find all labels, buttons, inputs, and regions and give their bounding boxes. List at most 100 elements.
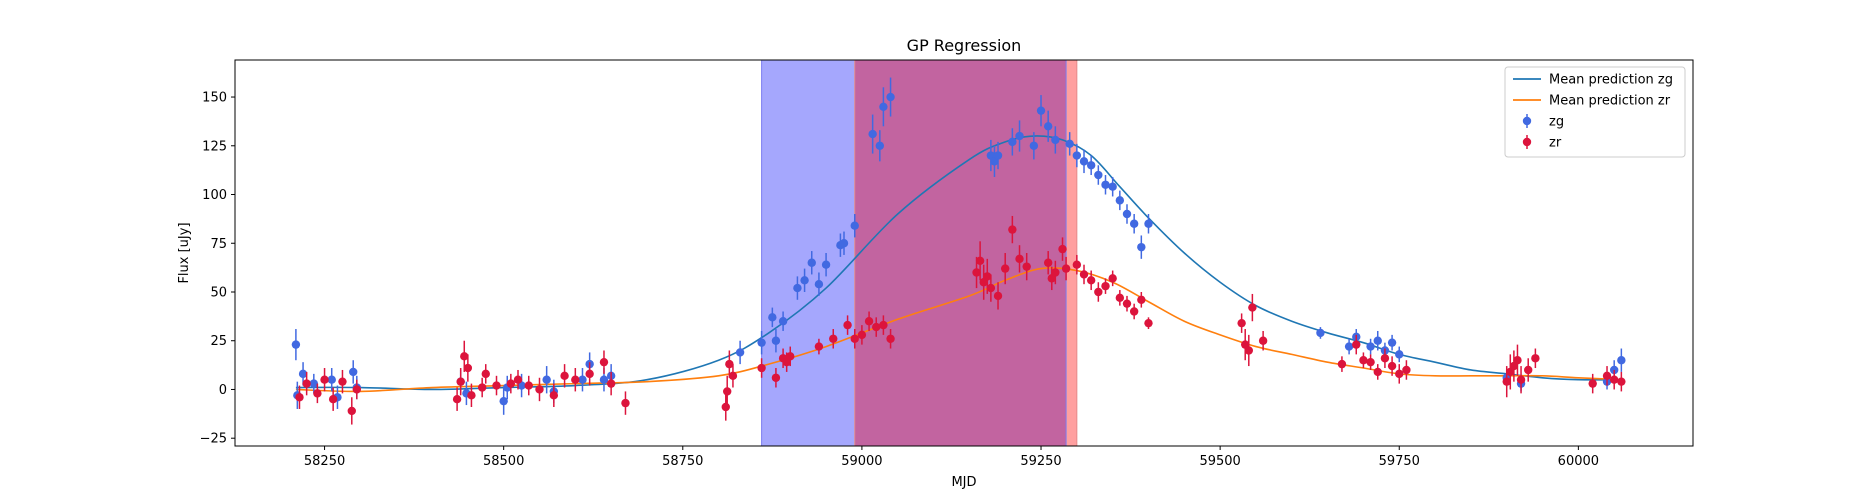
point-zr	[549, 391, 559, 400]
point-zr	[1051, 268, 1060, 277]
y-tick-label: 75	[210, 237, 227, 252]
point-zg	[1065, 139, 1074, 149]
point-zg	[886, 92, 895, 102]
point-zg	[1137, 242, 1146, 252]
x-tick-label: 58250	[304, 454, 345, 469]
chart-title: GP Regression	[907, 36, 1022, 55]
x-tick-label: 60000	[1558, 454, 1599, 469]
point-zr	[1352, 340, 1361, 349]
point-zg	[768, 313, 777, 322]
mean-prediction-lines	[295, 135, 1622, 393]
point-zr	[1373, 367, 1382, 377]
point-zr	[1129, 307, 1139, 316]
point-zr	[1015, 254, 1024, 264]
series-zr	[295, 215, 1626, 425]
point-zr	[1244, 346, 1253, 355]
point-zg	[1094, 170, 1103, 180]
point-zr	[571, 375, 580, 384]
point-zr	[1588, 379, 1597, 388]
point-zg	[578, 375, 587, 384]
x-tick-label: 59500	[1199, 454, 1240, 469]
point-zg	[778, 317, 788, 326]
legend-label: zg	[1549, 115, 1564, 130]
point-zr	[606, 379, 616, 388]
point-zr	[524, 381, 533, 390]
point-zr	[1502, 377, 1511, 386]
point-zg	[821, 260, 831, 269]
point-zr	[843, 320, 852, 330]
y-tick-label: 150	[202, 91, 227, 106]
point-zr	[347, 406, 356, 416]
point-zr	[1237, 318, 1246, 328]
point-zr	[1072, 260, 1082, 269]
point-zr	[879, 320, 888, 330]
x-tick-label: 58500	[483, 454, 524, 469]
point-zr	[621, 398, 630, 408]
point-zr	[302, 379, 311, 388]
point-zg	[1043, 122, 1053, 131]
point-zr	[829, 334, 838, 343]
point-zg	[1395, 350, 1404, 359]
point-zr	[1094, 287, 1103, 297]
point-zr	[1008, 225, 1017, 234]
point-zr	[352, 385, 361, 394]
point-zg	[1036, 106, 1046, 115]
point-zr	[857, 330, 867, 340]
point-zr	[560, 371, 569, 381]
y-tick-label: 50	[210, 285, 227, 300]
point-zr	[1061, 264, 1071, 273]
legend-label: zr	[1549, 136, 1562, 151]
point-zr	[1108, 274, 1117, 283]
point-zr	[1101, 281, 1110, 291]
point-zr	[1248, 303, 1257, 312]
point-zg	[1115, 196, 1125, 205]
overlap-band	[854, 60, 1067, 446]
point-zg	[1122, 209, 1132, 219]
point-zg	[993, 151, 1003, 160]
y-tick-label: 25	[210, 334, 227, 349]
legend-label: Mean prediction zr	[1549, 94, 1671, 109]
point-zr	[320, 375, 329, 384]
point-zr	[506, 379, 516, 388]
point-zr	[975, 256, 985, 265]
y-axis-label: Flux [uJy]	[177, 222, 192, 283]
point-zg	[839, 239, 849, 248]
point-zg	[349, 367, 358, 377]
point-zr	[463, 363, 473, 373]
point-zg	[757, 338, 766, 347]
point-zr	[599, 357, 609, 367]
data-points	[291, 77, 1626, 425]
point-zg	[499, 396, 508, 406]
point-zg	[800, 276, 809, 285]
point-zr	[1079, 270, 1089, 279]
point-zg	[793, 283, 802, 293]
point-zr	[1086, 276, 1096, 285]
x-tick-label: 59750	[1379, 454, 1420, 469]
point-zg	[814, 279, 824, 289]
point-zg	[599, 375, 609, 384]
legend-point-swatch	[1522, 116, 1532, 126]
point-zr	[1617, 377, 1626, 386]
point-zg	[1015, 131, 1024, 141]
point-zr	[513, 375, 523, 384]
point-zr	[1380, 354, 1390, 363]
point-zr	[1524, 365, 1533, 375]
point-zr	[972, 268, 981, 277]
point-zg	[1086, 161, 1096, 170]
point-zg	[542, 375, 551, 384]
point-zr	[814, 342, 824, 351]
point-zr	[786, 352, 795, 361]
legend-point-swatch	[1522, 137, 1532, 147]
point-zg	[1144, 219, 1153, 228]
point-zg	[1108, 182, 1117, 191]
point-zr	[1000, 264, 1010, 273]
point-zr	[723, 387, 732, 396]
point-zg	[879, 102, 888, 111]
point-zr	[983, 272, 992, 281]
x-tick-label: 59000	[841, 454, 882, 469]
point-zr	[1115, 293, 1125, 303]
point-zr	[467, 391, 476, 400]
y-axis: −25 0 25 50 75 100 125 150	[200, 91, 235, 447]
point-zg	[1344, 342, 1354, 351]
